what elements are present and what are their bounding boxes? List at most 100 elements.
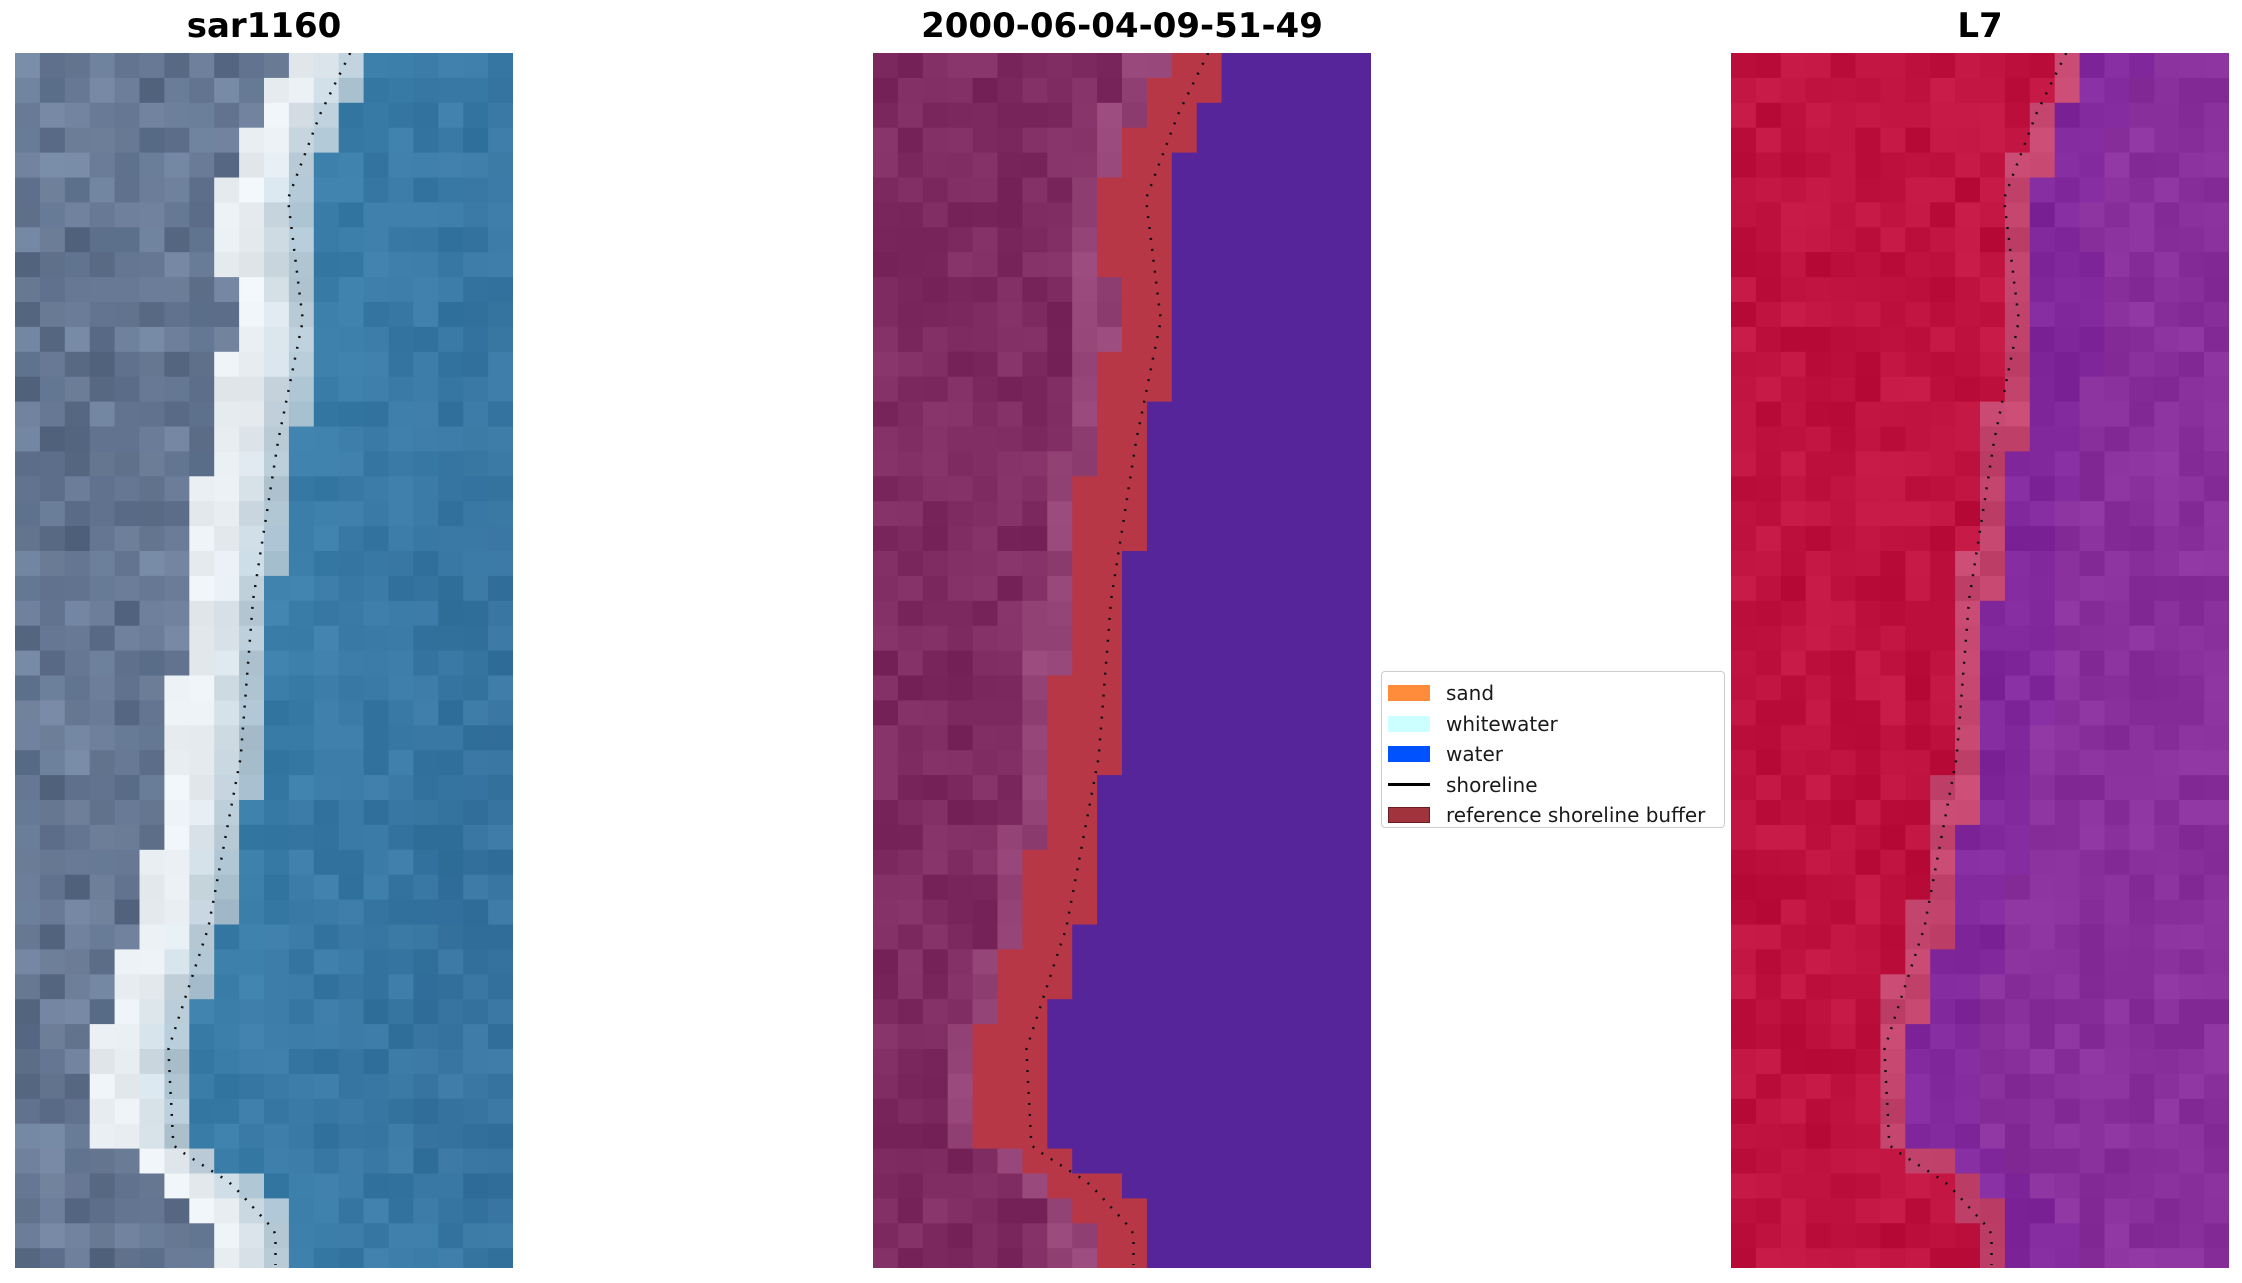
rgb-image-pixel <box>363 1198 390 1224</box>
l7-image-pixel <box>2054 999 2081 1025</box>
l7-image-pixel <box>2154 824 2180 851</box>
rgb-image-pixel <box>89 1148 116 1175</box>
classified-image-pixel <box>972 451 999 477</box>
classified-image-pixel <box>1346 1073 1371 1100</box>
classified-image-pixel <box>1022 700 1048 726</box>
rgb-image-pixel <box>214 1024 240 1050</box>
classified-image-pixel <box>1171 177 1198 203</box>
classified-image-pixel <box>1221 376 1248 403</box>
l7-image-pixel <box>1930 53 1956 79</box>
classified-image-pixel <box>922 775 949 801</box>
l7-image-pixel <box>2079 700 2106 726</box>
classified-image-pixel <box>947 874 974 901</box>
classified-image-pixel <box>1221 526 1248 552</box>
classified-image-pixel <box>1196 77 1223 104</box>
rgb-image-pixel <box>488 526 513 552</box>
classified-image-pixel <box>1072 526 1098 552</box>
l7-image-pixel <box>2154 426 2180 452</box>
rgb-image-pixel <box>64 1024 91 1050</box>
l7-image-pixel <box>1880 750 1906 776</box>
l7-image-pixel <box>2204 700 2229 726</box>
l7-image-pixel <box>1855 625 1881 652</box>
l7-image-pixel <box>1731 476 1757 502</box>
classified-image-pixel <box>1122 77 1148 104</box>
rgb-image-pixel <box>15 277 41 303</box>
classified-image-pixel <box>1321 949 1347 975</box>
classified-image-pixel <box>1346 177 1371 203</box>
l7-image-pixel <box>2129 1173 2155 1199</box>
rgb-image-pixel <box>363 775 390 801</box>
classified-image-pixel <box>1097 326 1123 353</box>
l7-image-pixel <box>1805 401 1832 428</box>
l7-image-pixel <box>1955 1198 1981 1224</box>
l7-image-pixel <box>1780 202 1807 228</box>
rgb-image-pixel <box>413 127 439 154</box>
classified-image-pixel <box>947 476 974 502</box>
rgb-image-pixel <box>39 974 66 1000</box>
rgb-image-pixel <box>89 974 116 1000</box>
legend: sand whitewater water shoreline referenc… <box>1381 671 1725 828</box>
rgb-image-pixel <box>164 625 190 652</box>
l7-image-pixel <box>1905 152 1931 179</box>
rgb-image-pixel <box>64 1223 91 1249</box>
classified-image-pixel <box>1122 874 1148 901</box>
l7-image-pixel <box>2129 252 2155 278</box>
l7-image-pixel <box>1955 77 1981 104</box>
classified-image-pixel <box>1122 501 1148 527</box>
rgb-image-pixel <box>264 874 290 901</box>
classified-image-pixel <box>1146 277 1173 303</box>
l7-image-pixel <box>1930 625 1956 652</box>
l7-image-pixel <box>1880 102 1906 129</box>
l7-image-pixel <box>2054 949 2081 975</box>
classified-image-pixel <box>1296 53 1322 79</box>
rgb-image-pixel <box>114 849 141 876</box>
l7-image-pixel <box>2054 625 2081 652</box>
l7-image-pixel <box>1830 750 1857 776</box>
l7-image-pixel <box>1955 252 1981 278</box>
rgb-image-pixel <box>214 650 240 677</box>
rgb-image-pixel <box>413 600 439 627</box>
l7-image-pixel <box>2104 127 2130 154</box>
classified-image-pixel <box>997 326 1023 353</box>
classified-image-pixel <box>947 899 974 926</box>
classified-image-pixel <box>1296 227 1322 253</box>
rgb-image-pixel <box>89 202 116 228</box>
classified-image-pixel <box>1022 1223 1048 1249</box>
rgb-image-pixel <box>214 77 240 104</box>
rgb-image-pixel <box>239 575 265 602</box>
l7-image-pixel <box>1905 1123 1931 1150</box>
l7-image-pixel <box>1905 1024 1931 1050</box>
classified-image-pixel <box>1047 874 1073 901</box>
classified-image-pixel <box>1022 1173 1048 1199</box>
rgb-image-pixel <box>288 1123 315 1150</box>
l7-image-pixel <box>1955 1049 1981 1075</box>
rgb-image-pixel <box>363 999 390 1025</box>
rgb-image-pixel <box>288 899 315 926</box>
classified-image-pixel <box>1072 1073 1098 1100</box>
classified-image-pixel <box>1296 700 1322 726</box>
classified-image-pixel <box>1246 152 1272 179</box>
classified-image-pixel <box>1022 725 1048 751</box>
l7-image-pixel <box>2154 476 2180 502</box>
rgb-image-pixel <box>438 152 464 179</box>
rgb-image-pixel <box>313 675 340 701</box>
classified-image-pixel <box>922 426 949 452</box>
rgb-image-pixel <box>288 77 315 104</box>
classified-image-pixel <box>1196 1098 1223 1125</box>
classified-image-pixel <box>1047 849 1073 876</box>
rgb-image-pixel <box>264 476 290 502</box>
classified-image-pixel <box>1196 849 1223 876</box>
rgb-image-pixel <box>463 202 489 228</box>
classified-image-pixel <box>897 351 924 378</box>
l7-image-pixel <box>2004 277 2031 303</box>
rgb-image-pixel <box>89 1098 116 1125</box>
rgb-image-pixel <box>114 924 141 950</box>
rgb-image-pixel <box>15 451 41 477</box>
rgb-image-pixel <box>413 750 439 776</box>
l7-image-pixel <box>2079 800 2106 826</box>
classified-image-pixel <box>1097 451 1123 477</box>
rgb-image-pixel <box>89 700 116 726</box>
l7-image-pixel <box>2204 376 2229 403</box>
l7-image-pixel <box>2079 77 2106 104</box>
l7-image-pixel <box>1980 575 2006 602</box>
